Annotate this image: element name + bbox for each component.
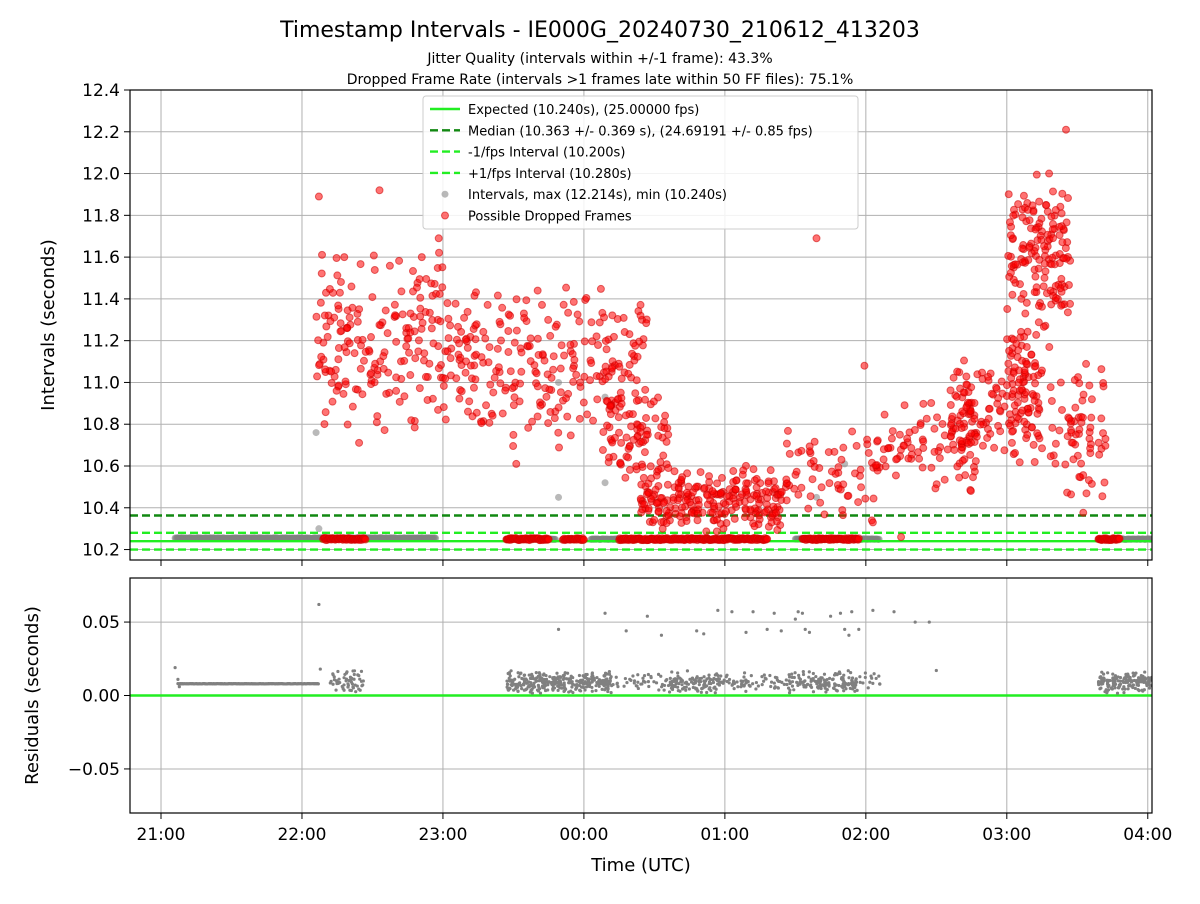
x-tick-label: 21:00	[137, 825, 186, 845]
x-tick-label: 00:00	[559, 825, 608, 845]
y-tick-label: 12.2	[82, 123, 120, 143]
y-tick-label: 10.8	[82, 415, 120, 435]
top-y-axis-label: Intervals (seconds)	[38, 239, 59, 411]
x-axis-label: Time (UTC)	[590, 855, 691, 876]
bottom-axes-frame	[129, 577, 1153, 814]
y-tick-label: 0.05	[82, 613, 120, 633]
legend-dropped-marker	[441, 211, 449, 220]
bottom-plot-area	[130, 602, 1152, 697]
y-tick-label: 11.0	[82, 373, 120, 393]
intervals-panel: 10.2 10.4 10.6 10.8 11.0 11.2 11.4 11.6 11.8 12.0…	[38, 81, 1153, 566]
top-plot-area	[130, 125, 1152, 551]
x-tick-label: 22:00	[277, 825, 326, 845]
chart-subtitle-dropped: Dropped Frame Rate (intervals >1 frames …	[347, 72, 854, 88]
legend-label: -1/fps Interval (10.200s)	[468, 146, 625, 161]
legend-label: Median (10.363 +/- 0.369 s), (24.69191 +…	[468, 124, 813, 139]
legend-box	[422, 95, 859, 230]
y-tick-label: 11.2	[82, 332, 120, 352]
x-tick-label: 03:00	[982, 825, 1031, 845]
y-tick-label: 0.00	[82, 687, 120, 707]
x-tick-label: 01:00	[700, 825, 749, 845]
chart-title: Timestamp Intervals - IE000G_20240730_21…	[279, 18, 920, 43]
legend-label: Possible Dropped Frames	[468, 210, 632, 225]
y-tick-label: 11.8	[82, 206, 120, 226]
y-tick-label: 10.6	[82, 457, 120, 477]
residuals-panel: −0.05 0.00 0.05 21:00 22:00 23:00 00:00 01:00 02…	[22, 577, 1172, 876]
x-tick-label: 04:00	[1123, 825, 1172, 845]
legend-label: Intervals, max (12.214s), min (10.240s)	[468, 188, 727, 203]
y-tick-label: 11.4	[82, 290, 120, 310]
chart-subtitle-jitter: Jitter Quality (intervals within +/-1 fr…	[426, 51, 772, 67]
top-axes-frame	[129, 89, 1153, 561]
y-tick-label: 12.4	[82, 81, 120, 101]
legend-label: +1/fps Interval (10.280s)	[468, 167, 632, 182]
x-tick-label: 02:00	[841, 825, 890, 845]
y-tick-label: −0.05	[68, 760, 120, 780]
bottom-y-axis-label: Residuals (seconds)	[22, 606, 43, 785]
y-tick-label: 10.4	[82, 499, 120, 519]
y-tick-label: 12.0	[82, 165, 120, 185]
y-tick-label: 11.6	[82, 248, 120, 268]
legend-label: Expected (10.240s), (25.00000 fps)	[468, 103, 699, 118]
legend-interval-marker	[441, 190, 449, 198]
legend: Expected (10.240s), (25.00000 fps) Median…	[422, 95, 859, 230]
y-tick-label: 10.2	[82, 541, 120, 561]
x-tick-label: 23:00	[418, 825, 467, 845]
